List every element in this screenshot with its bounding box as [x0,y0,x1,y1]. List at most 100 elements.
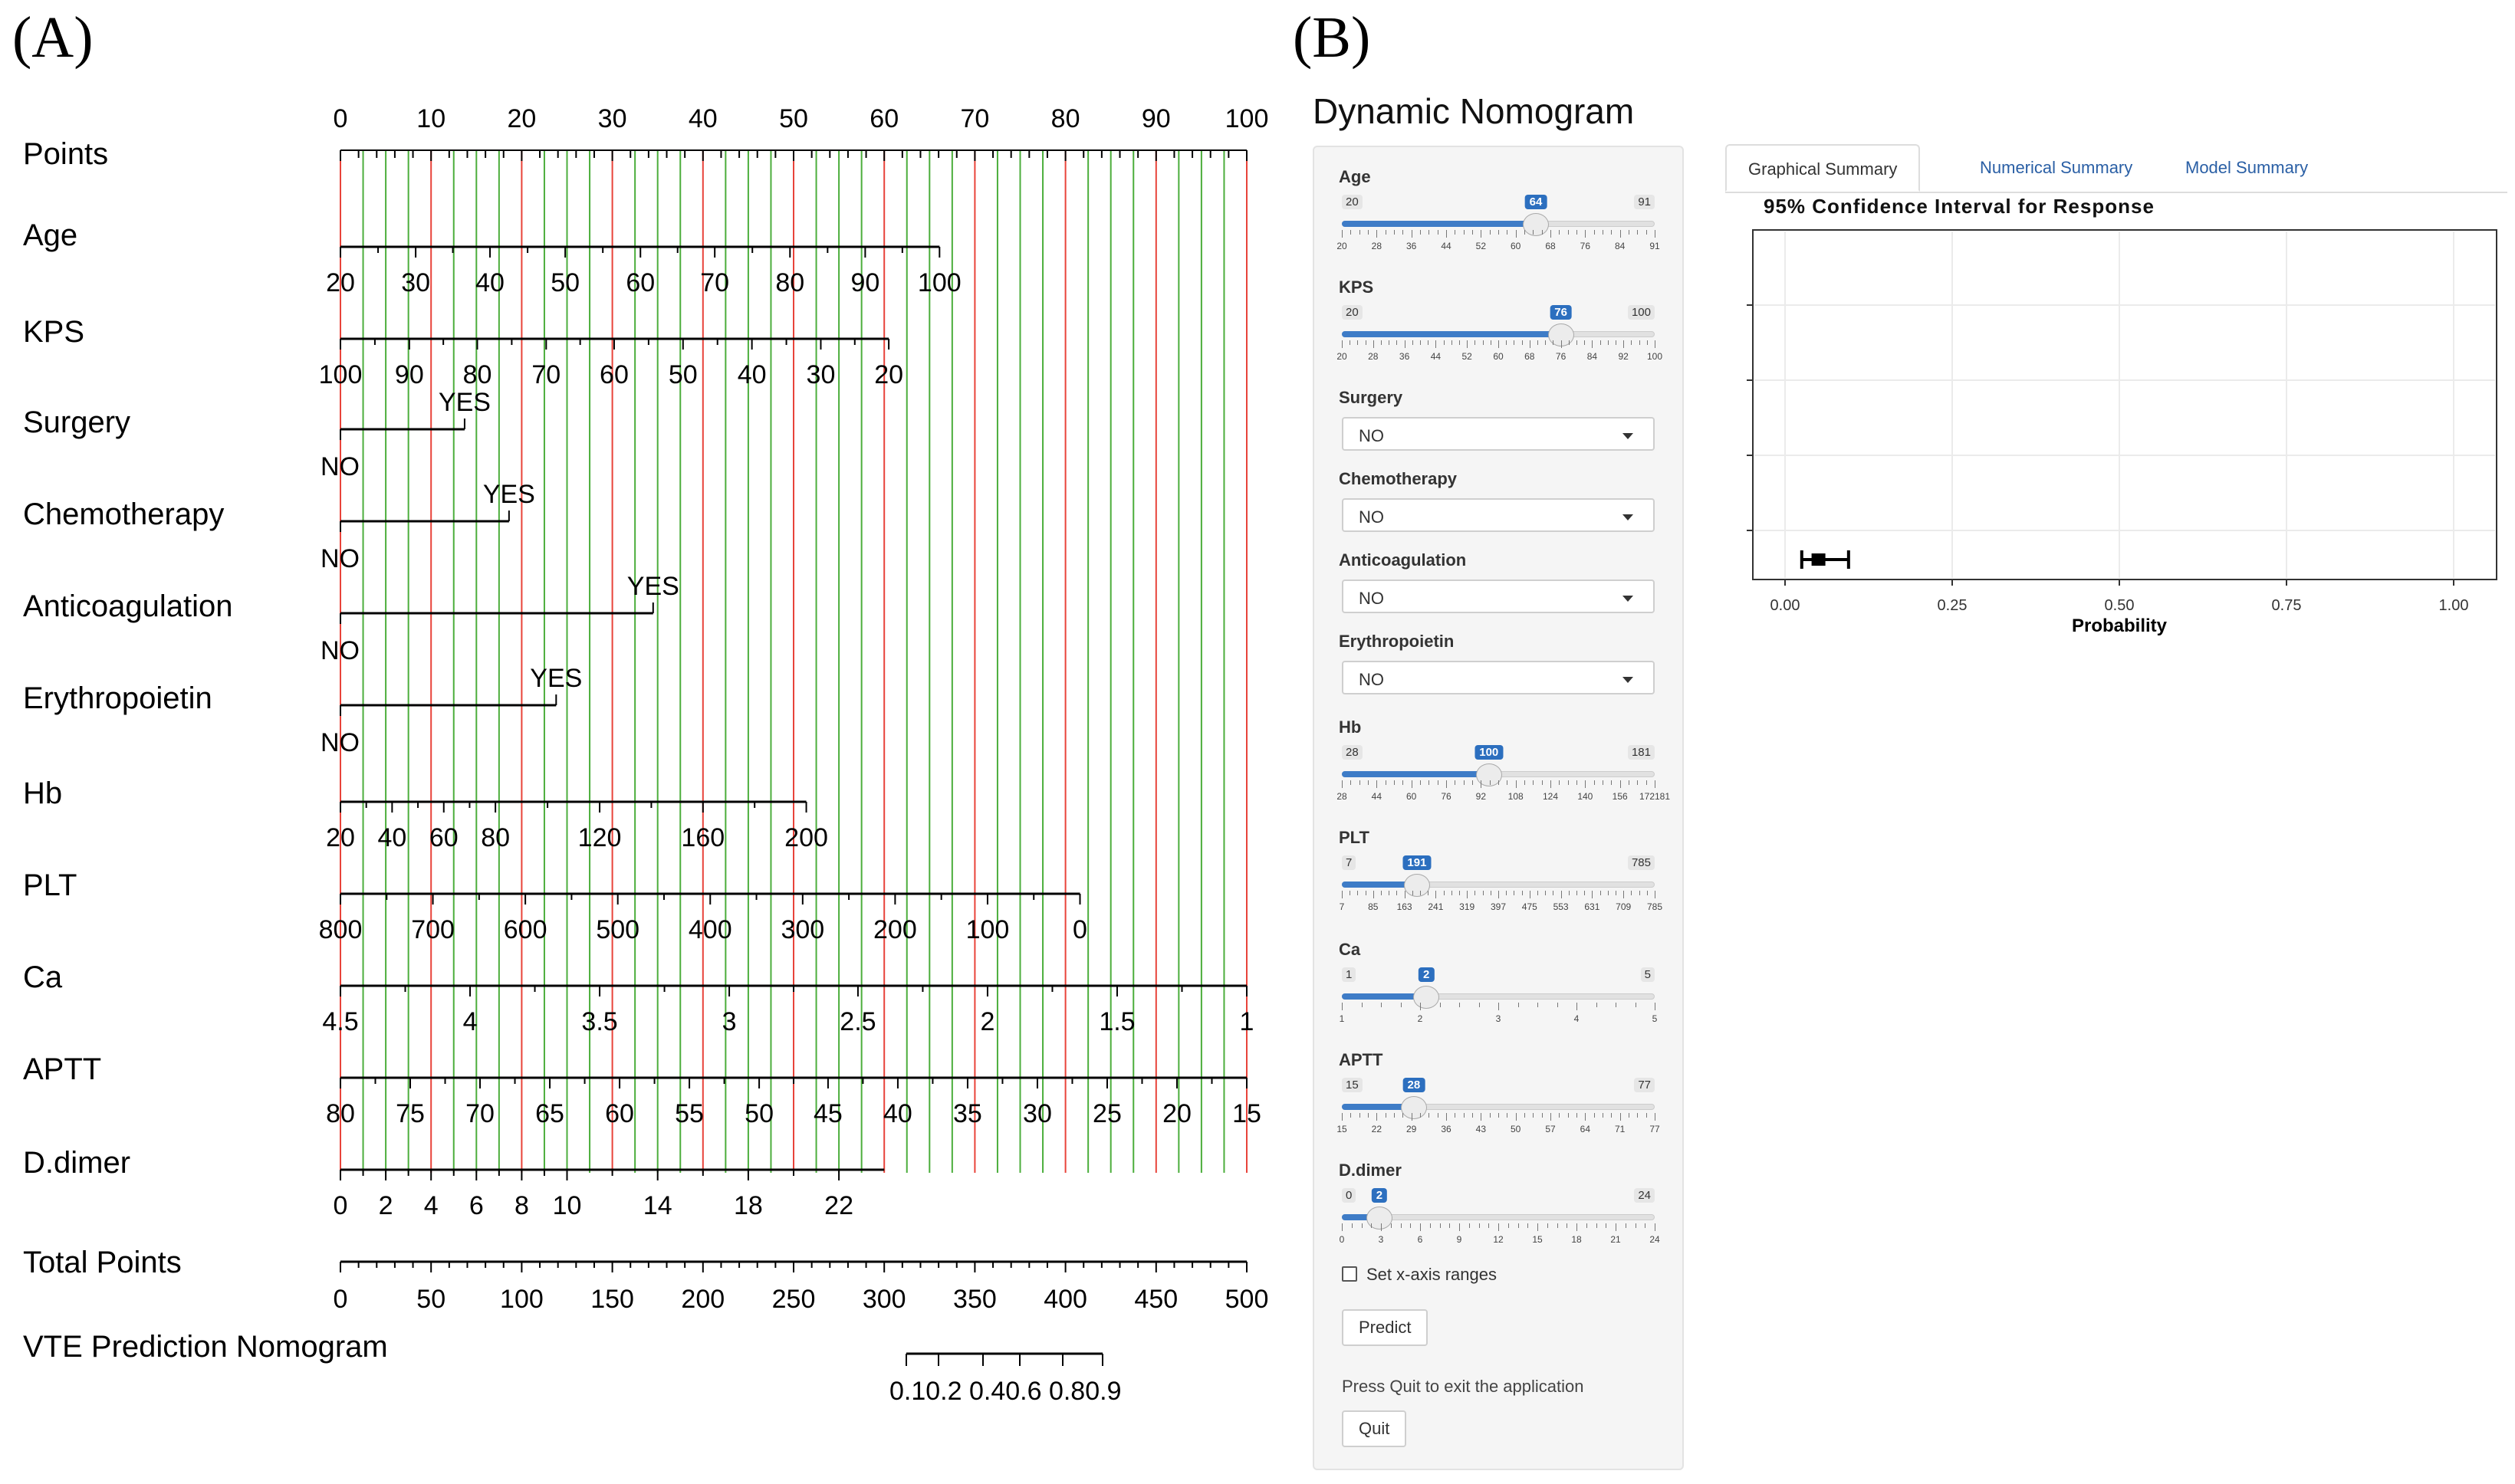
tick-label: 80 [1051,104,1080,133]
slider-handle[interactable] [1522,213,1549,236]
aptt-slider[interactable]: 15 77 28 15 22 29 36 43 50 57 64 71 77 [1336,1078,1660,1144]
quit-button[interactable]: Quit [1342,1410,1407,1447]
tick-label: NO [321,728,360,757]
tab-graphical-summary[interactable]: Graphical Summary [1725,144,1921,192]
tick-label: 0 [334,1285,348,1314]
slider-tick [1498,340,1499,348]
tick-label: 60 [429,823,459,852]
slider-tick [1593,780,1595,785]
slider-tick [1350,1113,1352,1118]
chevron-down-icon [1622,596,1633,602]
slider-tick [1521,891,1523,895]
slider-tick [1420,891,1421,895]
chemotherapy-select[interactable]: NO [1342,498,1655,532]
x-axis-ranges-checkbox[interactable]: Set x-axis ranges [1342,1265,1497,1285]
tick-label: 20 [326,268,355,297]
anticoagulation-select-value: NO [1359,589,1384,608]
slider-tick [1381,1003,1382,1007]
slider-grid-label: 631 [1584,901,1600,912]
tick-label: 4 [463,1007,478,1036]
slider-tick [1435,891,1437,898]
slider-tick [1498,1003,1499,1010]
slider-tick [1607,340,1609,345]
slider-tick [1342,230,1343,238]
checkbox-icon[interactable] [1342,1266,1357,1282]
tick-label: 200 [873,915,917,944]
ddimer-slider[interactable]: 0 24 2 0 3 6 9 12 15 18 21 24 [1340,1188,1660,1254]
predict-button[interactable]: Predict [1342,1309,1428,1346]
slider-tick [1498,891,1499,898]
slider-tick [1596,1223,1597,1228]
slider-tick [1585,230,1586,238]
slider-tick [1435,340,1437,348]
slider-handle[interactable] [1403,874,1430,897]
tick-label: 800 [319,915,363,944]
erythropoietin-select[interactable]: NO [1342,661,1655,694]
kps-slider[interactable]: 20 100 76 20 28 36 44 52 60 68 76 84 92 100 [1336,305,1662,371]
anticoagulation-select[interactable]: NO [1342,579,1655,613]
tick-label: 100 [500,1285,544,1314]
tick-label: 14 [643,1191,672,1220]
slider-tick [1342,1223,1343,1231]
slider-tick [1412,340,1413,345]
slider-ticks [1342,1223,1655,1233]
tick-label: 80 [326,1099,355,1128]
slider-grid-label: 44 [1441,241,1451,251]
slider-grid-label: 319 [1459,901,1475,912]
age-slider[interactable]: 20 91 64 20 28 36 44 52 60 68 76 84 91 [1336,195,1660,261]
slider-tick [1368,780,1369,785]
variable-label: Ca [23,960,63,994]
tick-label: 45 [814,1099,843,1128]
plt-slider[interactable]: 7 785 191 7 85 163 241 319 397 475 553 631 709 785 [1340,855,1662,921]
ca-slider[interactable]: 1 5 2 1 2 3 4 5 [1340,967,1657,1033]
slider-tick [1420,230,1421,235]
slider-tick [1361,1003,1363,1007]
slider-min: 28 [1342,745,1363,760]
tick-label: YES [530,664,582,693]
slider-handle[interactable] [1400,1096,1427,1119]
slider-grid-label: 43 [1475,1124,1487,1134]
slider-tick [1593,230,1595,235]
tick-label: 0 [1073,915,1087,944]
slider-tick [1557,1223,1558,1228]
slider-tick [1611,230,1613,235]
slider-tick [1373,340,1374,348]
tab-bar: Graphical Summary Numerical Summary Mode… [1725,144,2507,193]
tab-model-summary[interactable]: Model Summary [2185,158,2309,177]
slider-tick [1368,1113,1369,1118]
tick-label: 0.10.2 0.40.6 0.80.9 [889,1377,1121,1406]
ci-chart-title: 95% Confidence Interval for Response [1764,195,2155,218]
hb-slider[interactable]: 28 181 100 28 44 60 76 92 108 124 140 156 172181 [1336,745,1670,811]
slider-grid-label: 6 [1417,1234,1423,1245]
slider-tick [1507,1223,1509,1228]
slider-grid-label: 28 [1371,241,1382,251]
slider-handle[interactable] [1366,1207,1392,1230]
anticoagulation-label: Anticoagulation [1339,550,1467,570]
surgery-select[interactable]: NO [1342,417,1655,451]
slider-tick [1489,1113,1491,1118]
slider-tick [1420,1223,1421,1231]
axis-label: Total Points [23,1246,182,1279]
slider-grid-label: 92 [1618,351,1629,362]
slider-grid-label: 163 [1396,901,1412,912]
tab-numerical-summary[interactable]: Numerical Summary [1980,158,2133,177]
slider-tick [1459,340,1460,345]
slider-tick [1446,1113,1447,1121]
slider-tick [1381,891,1382,895]
slider-tick [1541,780,1543,785]
slider-handle[interactable] [1413,986,1440,1009]
app-title: Dynamic Nomogram [1313,91,1635,131]
slider-tick [1567,780,1569,785]
slider-max: 91 [1634,195,1655,209]
tick-label: 20 [874,360,903,389]
slider-fill [1342,221,1536,227]
slider-tick [1376,780,1378,788]
slider-tick [1637,780,1639,785]
tick-label: 0.00 [1770,597,1800,614]
tick-label: 10 [416,104,445,133]
slider-handle[interactable] [1475,763,1502,786]
slider-tick [1342,1113,1343,1121]
slider-tick [1576,780,1577,785]
slider-max: 785 [1627,855,1655,870]
